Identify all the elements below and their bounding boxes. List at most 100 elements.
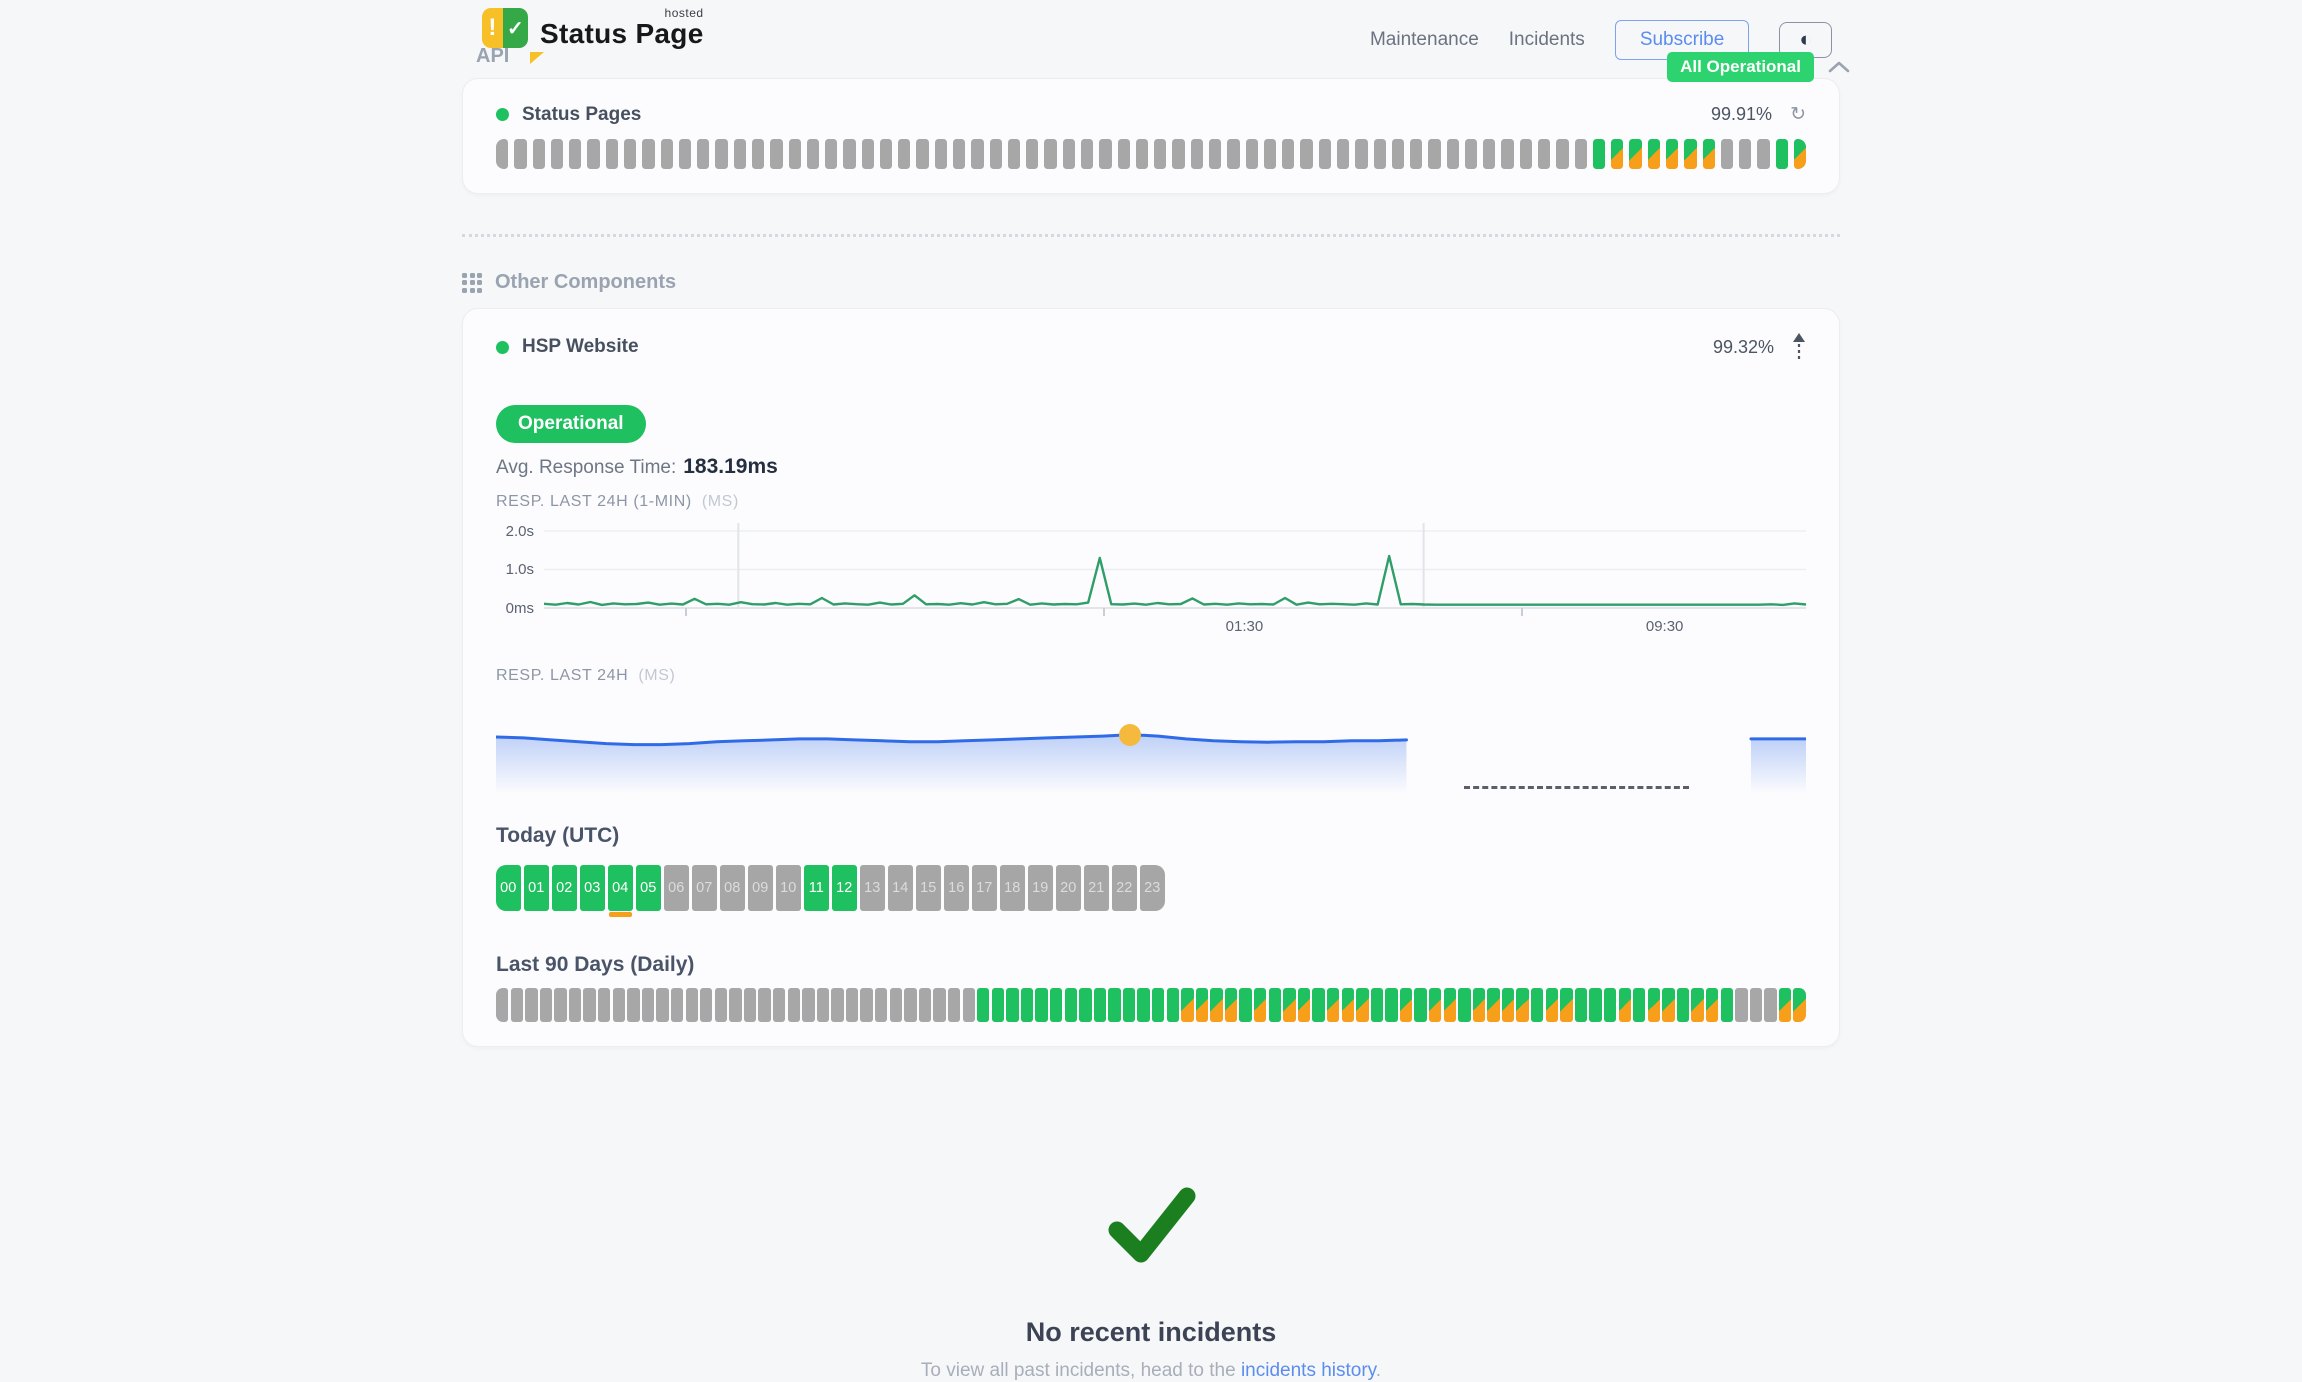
uptime-bar[interactable]	[678, 139, 692, 169]
day-block[interactable]	[1458, 988, 1471, 1022]
uptime-bar[interactable]	[1391, 139, 1405, 169]
day-block[interactable]	[1356, 988, 1369, 1022]
uptime-bar[interactable]	[733, 139, 746, 169]
uptime-bar[interactable]	[825, 139, 838, 169]
day-block[interactable]	[1560, 988, 1573, 1022]
day-block[interactable]	[1618, 988, 1631, 1022]
day-block[interactable]	[1662, 988, 1675, 1022]
uptime-bar[interactable]	[971, 139, 984, 169]
day-block[interactable]	[947, 988, 961, 1022]
day-block[interactable]	[772, 988, 786, 1022]
day-block[interactable]	[1268, 988, 1282, 1022]
uptime-bar[interactable]	[496, 139, 509, 169]
uptime-bar[interactable]	[550, 139, 564, 169]
day-block[interactable]	[904, 988, 917, 1022]
day-block[interactable]	[1676, 988, 1690, 1022]
day-block[interactable]	[1020, 988, 1034, 1022]
uptime-bar[interactable]	[1629, 139, 1642, 169]
day-block[interactable]	[1137, 988, 1150, 1022]
day-block[interactable]	[1166, 988, 1179, 1022]
day-block[interactable]	[1778, 988, 1792, 1022]
uptime-bar[interactable]	[953, 139, 966, 169]
day-block[interactable]	[889, 988, 902, 1022]
uptime-bar[interactable]	[1026, 139, 1039, 169]
uptime-bar[interactable]	[861, 139, 874, 169]
uptime-bar[interactable]	[1007, 139, 1021, 169]
uptime-bar[interactable]	[569, 139, 582, 169]
day-block[interactable]	[1326, 988, 1340, 1022]
day-block[interactable]	[1429, 988, 1442, 1022]
day-block[interactable]	[1239, 988, 1252, 1022]
day-block[interactable]	[685, 988, 698, 1022]
day-block[interactable]	[1312, 988, 1325, 1022]
day-block[interactable]	[1589, 988, 1602, 1022]
day-block[interactable]	[860, 988, 873, 1022]
uptime-bar[interactable]	[843, 139, 856, 169]
day-block[interactable]	[1035, 988, 1048, 1022]
day-block[interactable]	[933, 988, 946, 1022]
day-block[interactable]	[1545, 988, 1559, 1022]
uptime-bar[interactable]	[605, 139, 618, 169]
uptime-bar[interactable]	[1519, 139, 1533, 169]
uptime-bar[interactable]	[1428, 139, 1441, 169]
hour-block[interactable]: 07	[692, 865, 717, 911]
day-block[interactable]	[700, 988, 713, 1022]
day-block[interactable]	[1283, 988, 1296, 1022]
day-block[interactable]	[918, 988, 932, 1022]
day-block[interactable]	[641, 988, 655, 1022]
uptime-bar[interactable]	[1538, 139, 1551, 169]
day-block[interactable]	[539, 988, 553, 1022]
uptime-bar[interactable]	[1117, 139, 1130, 169]
hour-block[interactable]: 00	[496, 865, 521, 911]
uptime-bar[interactable]	[1336, 139, 1350, 169]
day-block[interactable]	[1501, 988, 1515, 1022]
uptime-bar[interactable]	[1245, 139, 1258, 169]
uptime-bar[interactable]	[1355, 139, 1368, 169]
nav-incidents[interactable]: Incidents	[1508, 29, 1585, 50]
uptime-bar[interactable]	[1574, 139, 1587, 169]
uptime-bar[interactable]	[1135, 139, 1149, 169]
day-block[interactable]	[1793, 988, 1806, 1022]
uptime-bar[interactable]	[1702, 139, 1715, 169]
day-block[interactable]	[1122, 988, 1136, 1022]
uptime-bar[interactable]	[1647, 139, 1660, 169]
day-block[interactable]	[1531, 988, 1544, 1022]
day-block[interactable]	[1603, 988, 1617, 1022]
hour-block[interactable]: 14	[888, 865, 913, 911]
day-block[interactable]	[1443, 988, 1456, 1022]
uptime-bar[interactable]	[1062, 139, 1075, 169]
uptime-bar[interactable]	[751, 139, 765, 169]
day-block[interactable]	[1049, 988, 1063, 1022]
uptime-bar[interactable]	[1227, 139, 1240, 169]
incidents-history-link[interactable]: incidents history	[1240, 1360, 1376, 1381]
day-block[interactable]	[977, 988, 990, 1022]
day-block[interactable]	[1079, 988, 1092, 1022]
day-block[interactable]	[583, 988, 596, 1022]
uptime-bar[interactable]	[1300, 139, 1313, 169]
uptime-bar[interactable]	[898, 139, 911, 169]
day-block[interactable]	[1385, 988, 1398, 1022]
day-block[interactable]	[1414, 988, 1427, 1022]
uptime-bar[interactable]	[916, 139, 929, 169]
day-block[interactable]	[1064, 988, 1077, 1022]
uptime-bar[interactable]	[1739, 139, 1752, 169]
uptime-bar[interactable]	[1720, 139, 1734, 169]
uptime-bar[interactable]	[1099, 139, 1112, 169]
day-block[interactable]	[1472, 988, 1486, 1022]
hour-block[interactable]: 19	[1028, 865, 1053, 911]
hour-block[interactable]: 15	[916, 865, 941, 911]
day-block[interactable]	[598, 988, 611, 1022]
uptime-bar[interactable]	[788, 139, 801, 169]
day-block[interactable]	[1574, 988, 1588, 1022]
day-block[interactable]	[1370, 988, 1384, 1022]
uptime-bar[interactable]	[1611, 139, 1624, 169]
uptime-bar[interactable]	[532, 139, 545, 169]
current-time-marker[interactable]	[1119, 723, 1142, 746]
day-block[interactable]	[1735, 988, 1748, 1022]
day-block[interactable]	[1195, 988, 1209, 1022]
uptime-bar[interactable]	[1044, 139, 1057, 169]
day-block[interactable]	[802, 988, 815, 1022]
day-block[interactable]	[1093, 988, 1107, 1022]
logo[interactable]: ! ✓ hosted Status Page	[482, 6, 704, 64]
uptime-bar[interactable]	[1556, 139, 1569, 169]
